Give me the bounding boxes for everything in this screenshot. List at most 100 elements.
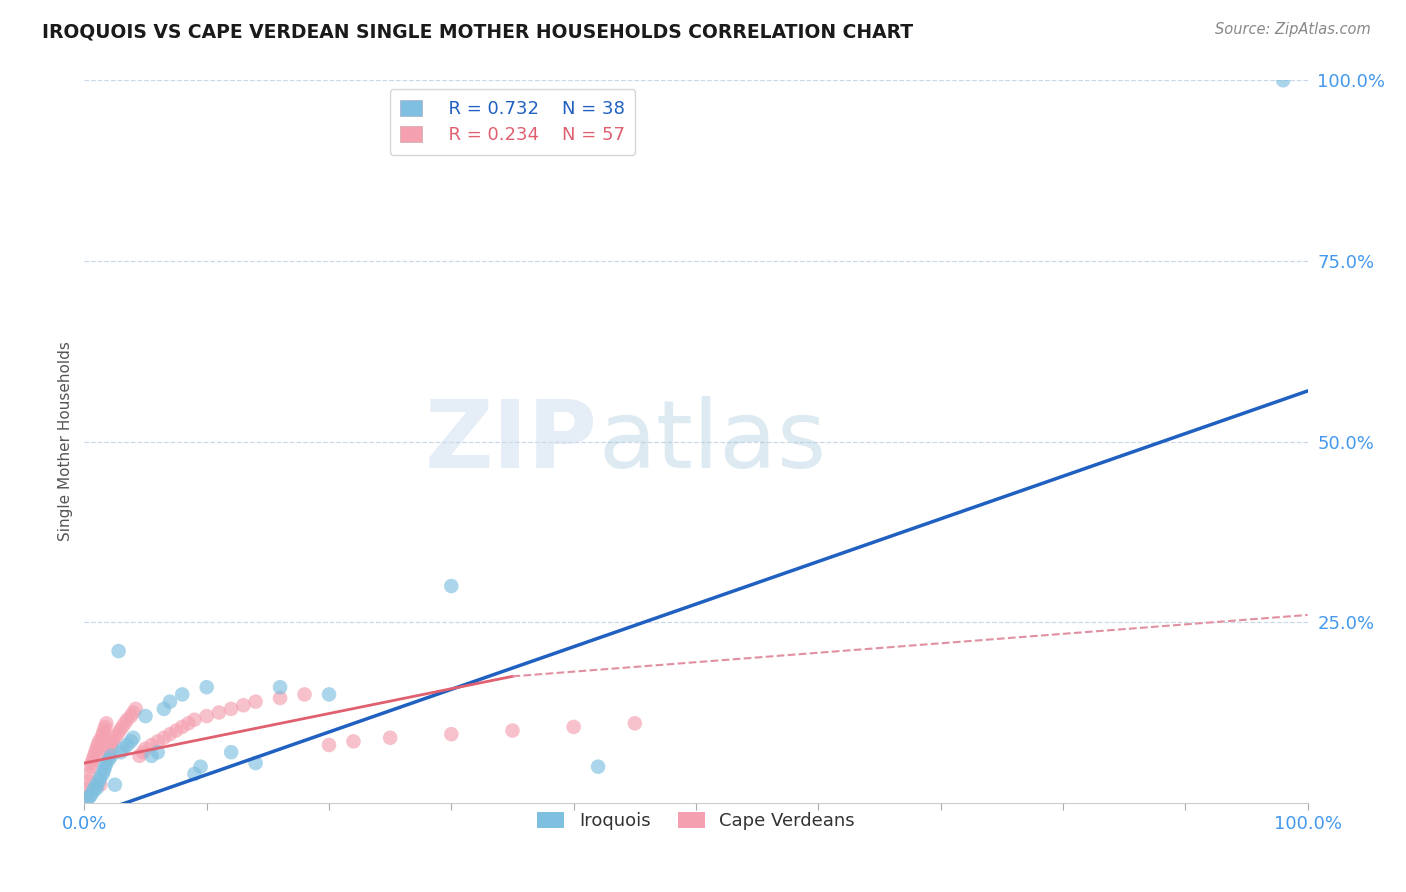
Point — [86, 741, 108, 756]
Point — [125, 702, 148, 716]
Point — [172, 687, 194, 701]
Y-axis label: Single Mother Households: Single Mother Households — [58, 342, 73, 541]
Point — [79, 789, 101, 803]
Point — [100, 738, 122, 752]
Point — [115, 713, 138, 727]
Point — [165, 723, 187, 738]
Point — [219, 745, 242, 759]
Point — [89, 771, 111, 785]
Point — [87, 738, 110, 752]
Text: atlas: atlas — [598, 395, 827, 488]
Point — [80, 756, 103, 770]
Point — [93, 723, 115, 738]
Text: ZIP: ZIP — [425, 395, 598, 488]
Text: Source: ZipAtlas.com: Source: ZipAtlas.com — [1215, 22, 1371, 37]
Point — [97, 748, 120, 763]
Point — [177, 716, 200, 731]
Point — [318, 738, 340, 752]
Point — [269, 680, 291, 694]
Point — [318, 687, 340, 701]
Point — [146, 745, 169, 759]
Legend: Iroquois, Cape Verdeans: Iroquois, Cape Verdeans — [530, 805, 862, 837]
Point — [86, 778, 108, 792]
Point — [502, 723, 524, 738]
Point — [87, 774, 110, 789]
Point — [195, 709, 218, 723]
Point — [141, 748, 163, 763]
Point — [86, 781, 108, 796]
Point — [132, 745, 155, 759]
Point — [83, 781, 105, 796]
Point — [104, 731, 127, 745]
Point — [115, 738, 138, 752]
Point — [380, 731, 402, 745]
Point — [79, 760, 101, 774]
Point — [120, 734, 142, 748]
Point — [146, 734, 169, 748]
Point — [128, 748, 150, 763]
Point — [75, 789, 97, 803]
Point — [562, 720, 585, 734]
Point — [153, 731, 176, 745]
Point — [269, 691, 291, 706]
Point — [89, 778, 111, 792]
Point — [122, 731, 145, 745]
Point — [135, 741, 157, 756]
Point — [96, 756, 118, 770]
Point — [190, 760, 212, 774]
Point — [104, 778, 127, 792]
Point — [77, 774, 100, 789]
Point — [76, 781, 98, 796]
Point — [120, 709, 142, 723]
Point — [624, 716, 647, 731]
Point — [76, 792, 98, 806]
Point — [82, 785, 104, 799]
Point — [97, 752, 120, 766]
Point — [183, 767, 205, 781]
Point — [101, 734, 124, 748]
Point — [91, 727, 114, 741]
Point — [440, 727, 463, 741]
Point — [105, 727, 128, 741]
Point — [153, 702, 176, 716]
Point — [93, 764, 115, 778]
Point — [245, 756, 267, 770]
Point — [172, 720, 194, 734]
Point — [159, 695, 181, 709]
Point — [586, 760, 609, 774]
Point — [195, 680, 218, 694]
Point — [84, 745, 107, 759]
Point — [77, 767, 100, 781]
Point — [98, 741, 121, 756]
Point — [112, 741, 135, 756]
Point — [219, 702, 242, 716]
Point — [122, 706, 145, 720]
Text: IROQUOIS VS CAPE VERDEAN SINGLE MOTHER HOUSEHOLDS CORRELATION CHART: IROQUOIS VS CAPE VERDEAN SINGLE MOTHER H… — [42, 22, 914, 41]
Point — [114, 716, 136, 731]
Point — [96, 716, 118, 731]
Point — [94, 760, 117, 774]
Point — [111, 720, 134, 734]
Point — [110, 745, 132, 759]
Point — [245, 695, 267, 709]
Point — [108, 723, 131, 738]
Point — [183, 713, 205, 727]
Point — [135, 709, 157, 723]
Point — [208, 706, 231, 720]
Point — [90, 731, 112, 745]
Point — [141, 738, 163, 752]
Point — [440, 579, 463, 593]
Point — [342, 734, 364, 748]
Point — [100, 748, 122, 763]
Point — [1272, 73, 1295, 87]
Point — [83, 748, 105, 763]
Point — [294, 687, 316, 701]
Point — [107, 644, 129, 658]
Point — [87, 734, 110, 748]
Point — [77, 790, 100, 805]
Point — [232, 698, 254, 713]
Point — [91, 767, 114, 781]
Point — [97, 745, 120, 759]
Point — [82, 752, 104, 766]
Point — [94, 720, 117, 734]
